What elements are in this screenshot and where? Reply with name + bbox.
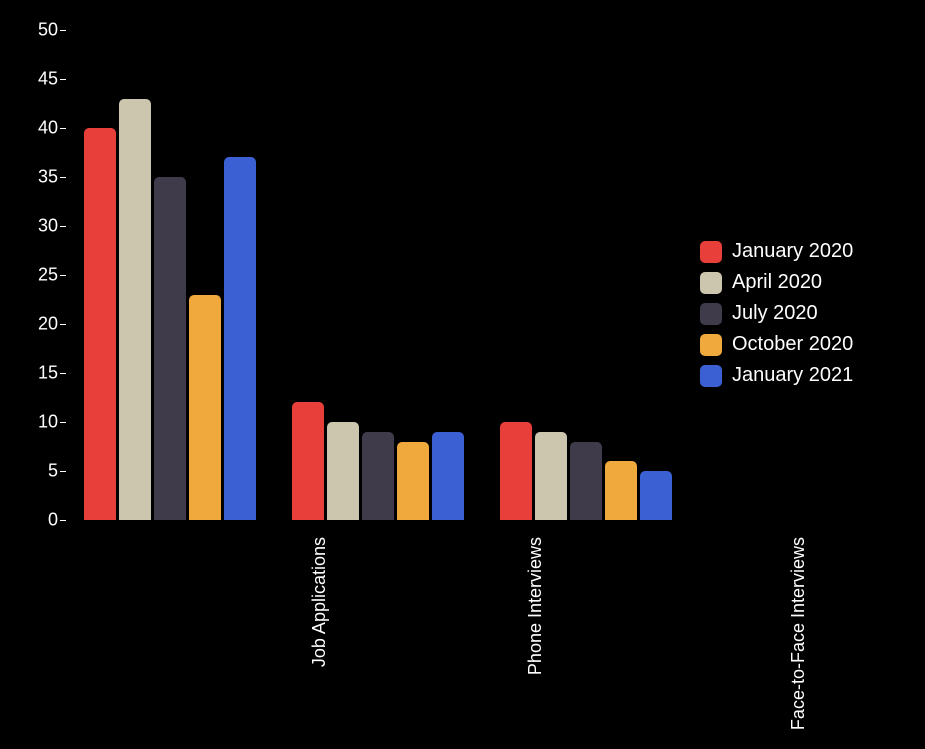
bar xyxy=(327,422,359,520)
bar xyxy=(189,295,221,520)
y-tick-mark xyxy=(60,226,66,227)
y-tick-mark xyxy=(60,30,66,31)
bar-group xyxy=(84,99,256,520)
legend: January 2020 April 2020 July 2020 October 2… xyxy=(700,240,853,395)
legend-swatch xyxy=(700,334,722,356)
y-axis: 05101520253035404550 xyxy=(20,30,70,520)
bar xyxy=(224,157,256,520)
legend-swatch xyxy=(700,272,722,294)
legend-label: October 2020 xyxy=(732,333,853,356)
x-axis-labels: Job ApplicationsPhone InterviewsFace-to-… xyxy=(70,525,670,715)
y-tick-mark xyxy=(60,520,66,521)
y-tick-label: 15 xyxy=(38,363,58,384)
bars-container xyxy=(70,30,670,520)
y-tick-label: 45 xyxy=(38,69,58,90)
y-tick-mark xyxy=(60,471,66,472)
legend-swatch xyxy=(700,365,722,387)
y-tick-label: 10 xyxy=(38,412,58,433)
y-tick-mark xyxy=(60,177,66,178)
bar xyxy=(535,432,567,520)
bar xyxy=(362,432,394,520)
legend-item: April 2020 xyxy=(700,271,853,294)
bar xyxy=(119,99,151,520)
y-tick-label: 30 xyxy=(38,216,58,237)
bar xyxy=(397,442,429,520)
plot-area xyxy=(70,30,670,520)
bar-group xyxy=(292,402,464,520)
x-tick-label: Job Applications xyxy=(309,537,330,667)
bar xyxy=(605,461,637,520)
bar xyxy=(292,402,324,520)
legend-item: July 2020 xyxy=(700,302,853,325)
legend-label: July 2020 xyxy=(732,302,818,325)
y-tick-mark xyxy=(60,275,66,276)
legend-swatch xyxy=(700,303,722,325)
bar-chart: 0 5 10 15 20 25 30 35 40 45 50 Job Applications Pho… xyxy=(20,20,905,729)
legend-label: January 2020 xyxy=(732,240,853,263)
y-tick-mark xyxy=(60,373,66,374)
y-tick-label: 25 xyxy=(38,265,58,286)
bar xyxy=(84,128,116,520)
bar xyxy=(432,432,464,520)
y-tick-label: 20 xyxy=(38,314,58,335)
legend-swatch xyxy=(700,241,722,263)
y-tick-label: 5 xyxy=(48,461,58,482)
legend-label: April 2020 xyxy=(732,271,822,294)
bar-group xyxy=(500,422,672,520)
y-tick-label: 35 xyxy=(38,167,58,188)
bar xyxy=(154,177,186,520)
y-tick-label: 0 xyxy=(48,510,58,531)
legend-label: January 2021 xyxy=(732,364,853,387)
y-tick-mark xyxy=(60,79,66,80)
bar xyxy=(640,471,672,520)
y-tick-mark xyxy=(60,324,66,325)
y-tick-label: 50 xyxy=(38,20,58,41)
x-tick-label: Phone Interviews xyxy=(525,537,546,675)
bar xyxy=(570,442,602,520)
y-tick-label: 40 xyxy=(38,118,58,139)
bar xyxy=(500,422,532,520)
x-tick-label: Face-to-Face Interviews xyxy=(788,537,809,730)
y-tick-mark xyxy=(60,128,66,129)
legend-item: January 2021 xyxy=(700,364,853,387)
legend-item: October 2020 xyxy=(700,333,853,356)
y-tick-mark xyxy=(60,422,66,423)
legend-item: January 2020 xyxy=(700,240,853,263)
